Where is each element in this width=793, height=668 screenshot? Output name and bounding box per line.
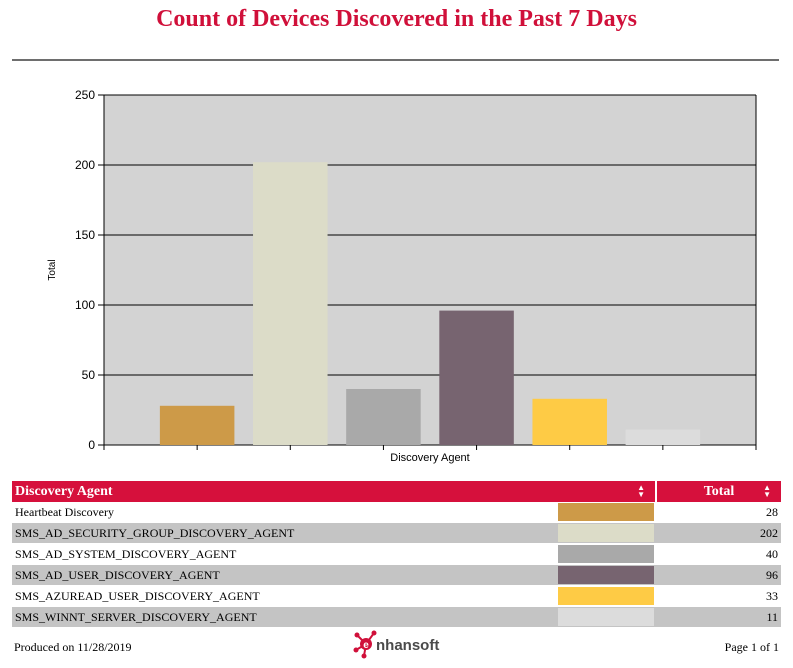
total-cell: 96 — [656, 564, 781, 586]
bar — [439, 310, 514, 445]
data-table: Discovery Agent ▲ ▼ Total ▲ ▼ Heartbeat Di… — [12, 481, 781, 628]
produced-date: Produced on 11/28/2019 — [14, 640, 132, 654]
logo-text: nhansoft — [376, 637, 439, 654]
y-tick-label: 250 — [75, 88, 95, 102]
total-cell: 40 — [656, 543, 781, 565]
color-swatch — [556, 543, 656, 565]
bar — [532, 398, 607, 445]
bar — [625, 429, 701, 445]
title-divider — [12, 59, 779, 61]
table-row: SMS_AD_SYSTEM_DISCOVERY_AGENT 40 — [12, 543, 781, 565]
agent-cell: SMS_AD_SECURITY_GROUP_DISCOVERY_AGENT — [12, 522, 556, 544]
page-number: Page 1 of 1 — [724, 640, 779, 654]
sort-icon[interactable]: ▲ ▼ — [763, 483, 771, 499]
bar-chart: 0 50 100 150 200 250 Discovery Agent Total — [47, 88, 757, 464]
table-row: SMS_AD_USER_DISCOVERY_AGENT 96 — [12, 564, 781, 586]
y-tick-label: 150 — [75, 228, 95, 242]
table-row: Heartbeat Discovery 28 — [12, 502, 781, 523]
table-row: SMS_AD_SECURITY_GROUP_DISCOVERY_AGENT 202 — [12, 522, 781, 544]
agent-cell: SMS_WINNT_SERVER_DISCOVERY_AGENT — [12, 606, 556, 628]
logo-molecule-icon: e — [353, 630, 377, 659]
total-cell: 202 — [656, 522, 781, 544]
agent-cell: SMS_AZUREAD_USER_DISCOVERY_AGENT — [12, 585, 556, 607]
bar — [346, 389, 421, 445]
header-total-label: Total — [703, 483, 735, 499]
total-cell: 28 — [656, 502, 781, 523]
table-body: Heartbeat Discovery 28 SMS_AD_SECURITY_GRO… — [12, 502, 781, 628]
svg-text:e: e — [363, 640, 369, 651]
bar — [253, 162, 328, 445]
y-tick-label: 100 — [75, 298, 95, 312]
enhansoft-logo: e nhansoft — [353, 630, 439, 659]
y-axis-label: Total — [47, 259, 58, 280]
color-swatch — [556, 564, 656, 586]
bar — [159, 405, 235, 445]
header-discovery-agent-label: Discovery Agent — [15, 483, 113, 499]
y-tick-label: 0 — [88, 438, 95, 452]
total-cell: 33 — [656, 585, 781, 607]
header-total[interactable]: Total ▲ ▼ — [655, 481, 781, 502]
agent-cell: SMS_AD_USER_DISCOVERY_AGENT — [12, 564, 556, 586]
agent-cell: Heartbeat Discovery — [12, 502, 556, 523]
x-axis-label: Discovery Agent — [390, 452, 469, 464]
y-tick-label: 200 — [75, 158, 95, 172]
color-swatch — [556, 606, 656, 628]
sort-icon[interactable]: ▲ ▼ — [637, 483, 645, 499]
color-swatch — [556, 502, 656, 523]
report-title: Count of Devices Discovered in the Past … — [156, 6, 637, 32]
color-swatch — [556, 522, 656, 544]
table-row: SMS_WINNT_SERVER_DISCOVERY_AGENT 11 — [12, 606, 781, 628]
total-cell: 11 — [656, 606, 781, 628]
agent-cell: SMS_AD_SYSTEM_DISCOVERY_AGENT — [12, 543, 556, 565]
plot-area — [104, 95, 756, 445]
color-swatch — [556, 585, 656, 607]
header-discovery-agent[interactable]: Discovery Agent ▲ ▼ — [12, 481, 656, 502]
y-tick-label: 50 — [82, 368, 96, 382]
table-row: SMS_AZUREAD_USER_DISCOVERY_AGENT 33 — [12, 585, 781, 607]
